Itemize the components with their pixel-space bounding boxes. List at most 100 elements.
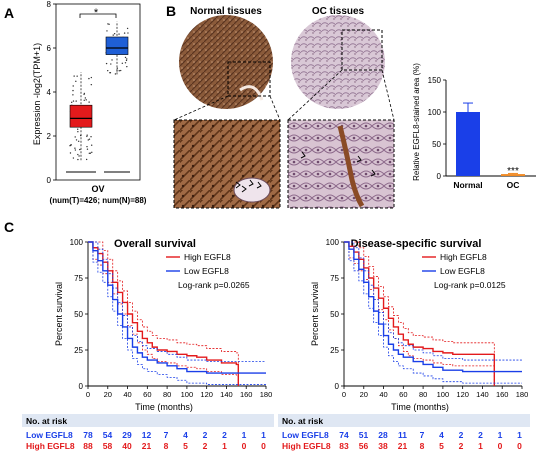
risk-value: 38 (378, 441, 388, 451)
panel-a-point (121, 62, 124, 64)
km-xtick-label: 140 (220, 390, 233, 399)
panel-a-point (126, 27, 129, 30)
km-curve-high (88, 241, 240, 386)
km-xtick-label: 0 (86, 390, 90, 399)
oc-zoom-guide-right (381, 69, 395, 121)
risk-value: 58 (103, 441, 113, 451)
normal-zoom-arrowheads (235, 179, 262, 193)
panel-a-point (77, 140, 80, 142)
panel-a-point (88, 101, 90, 103)
normal-zoom-guide-right (269, 95, 281, 121)
risk-value: 1 (242, 430, 247, 440)
panel-a-point (86, 145, 88, 148)
panel-a-point (83, 99, 85, 101)
panel-a-point (88, 138, 91, 140)
panel-a-point (90, 136, 92, 138)
km-overall-xlabel: Time (months) (135, 402, 193, 412)
km-legend-label: High EGFL8 (440, 252, 487, 262)
panel-a-point (90, 76, 93, 79)
panel-a-ytick-label: 4 (47, 88, 52, 97)
km-xtick-label: 20 (360, 390, 368, 399)
km-overall-ylabel: Percent survival (54, 282, 64, 346)
panel-a-ytick-label: 2 (47, 132, 52, 141)
panel-a-point (72, 157, 75, 159)
km-xtick-label: 160 (496, 390, 509, 399)
km-dss-logrank: Log-rank p=0.0125 (434, 280, 506, 290)
panel-a-point (112, 34, 114, 36)
panel-a-point (107, 69, 109, 72)
risk-value: 2 (459, 441, 464, 451)
panel-a-point (75, 139, 78, 141)
risk-value: 88 (83, 441, 93, 451)
bar-ytick-label: 150 (428, 76, 442, 85)
panel-a-point (74, 147, 76, 149)
risk-value: 4 (183, 430, 188, 440)
risk-value: 83 (339, 441, 349, 451)
km-dss-ylabel: Percent survival (310, 282, 320, 346)
panel-a-point (123, 32, 126, 34)
panel-a-point (72, 100, 75, 102)
oc-zoom-stain (337, 125, 365, 208)
risk-value: 74 (339, 430, 349, 440)
risk-value: 8 (420, 441, 425, 451)
km-ytick-label: 0 (335, 382, 340, 391)
panel-a-point (86, 134, 88, 136)
panel-a-counts: (num(T)=426; num(N)=88) (50, 196, 147, 205)
risk-value: 4 (439, 430, 444, 440)
significance-bracket (79, 13, 117, 18)
km-curve-low (88, 241, 266, 374)
km-ytick-label: 75 (74, 274, 83, 283)
significance-star: * (94, 7, 99, 19)
panel-a-point (116, 67, 119, 69)
oc-zoom-arrowheads (300, 151, 376, 177)
risk-row-label: High EGFL8 (26, 441, 75, 451)
panel-letter-c: C (4, 219, 14, 235)
risk-value: 21 (398, 441, 408, 451)
risk-table-dss-title: No. at risk (282, 416, 323, 426)
panel-a-point (111, 59, 113, 61)
km-xtick-label: 20 (104, 390, 112, 399)
panel-a-point (124, 62, 127, 64)
risk-value: 11 (398, 430, 407, 440)
km-xtick-label: 40 (123, 390, 131, 399)
km-confidence-band (344, 241, 495, 386)
risk-value: 2 (459, 430, 464, 440)
km-xtick-label: 40 (379, 390, 387, 399)
panel-a-point (73, 75, 75, 77)
panel-a-point (74, 149, 77, 151)
risk-value: 54 (103, 430, 113, 440)
oc-tissue-core-image (291, 15, 385, 109)
bar-ytick-label: 100 (428, 108, 442, 117)
km-overall-logrank: Log-rank p=0.0265 (178, 280, 250, 290)
bar-category-label: OC (507, 180, 520, 190)
risk-table-overall-title: No. at risk (26, 416, 67, 426)
panel-a-point (85, 99, 87, 101)
panel-a-point (70, 101, 73, 104)
normal-tissue-vessel (239, 85, 264, 101)
panel-a-point (89, 152, 92, 154)
panel-a-point (125, 59, 128, 62)
risk-value: 2 (203, 441, 208, 451)
bar-oc (501, 174, 525, 176)
risk-value: 1 (498, 430, 503, 440)
risk-value: 1 (478, 441, 483, 451)
km-xtick-label: 100 (437, 390, 450, 399)
normal-zoom-region (227, 61, 271, 97)
km-ytick-label: 50 (330, 310, 339, 319)
panel-a-ytick-label: 0 (47, 176, 52, 185)
bar-normal (456, 112, 480, 176)
km-confidence-band (88, 241, 239, 386)
panel-a-point (109, 72, 112, 74)
risk-value: 2 (478, 430, 483, 440)
panel-b-bar-chart: Relative EGFL8-stained area (%) 0 50 100 15… (412, 63, 536, 190)
risk-table-dss: No. at risk Low EGFL8 74 51 28 11 7 4 2 2 1 1High … (278, 414, 530, 451)
risk-value: 51 (359, 430, 369, 440)
km-confidence-band (88, 241, 239, 386)
bar-significance: *** (507, 166, 519, 177)
risk-value: 0 (498, 441, 503, 451)
risk-value: 7 (164, 430, 169, 440)
panel-a-point (107, 23, 109, 25)
panel-a-ytick-label: 6 (47, 44, 52, 53)
panel-a-point (90, 144, 93, 146)
panel-a-box (105, 36, 129, 55)
